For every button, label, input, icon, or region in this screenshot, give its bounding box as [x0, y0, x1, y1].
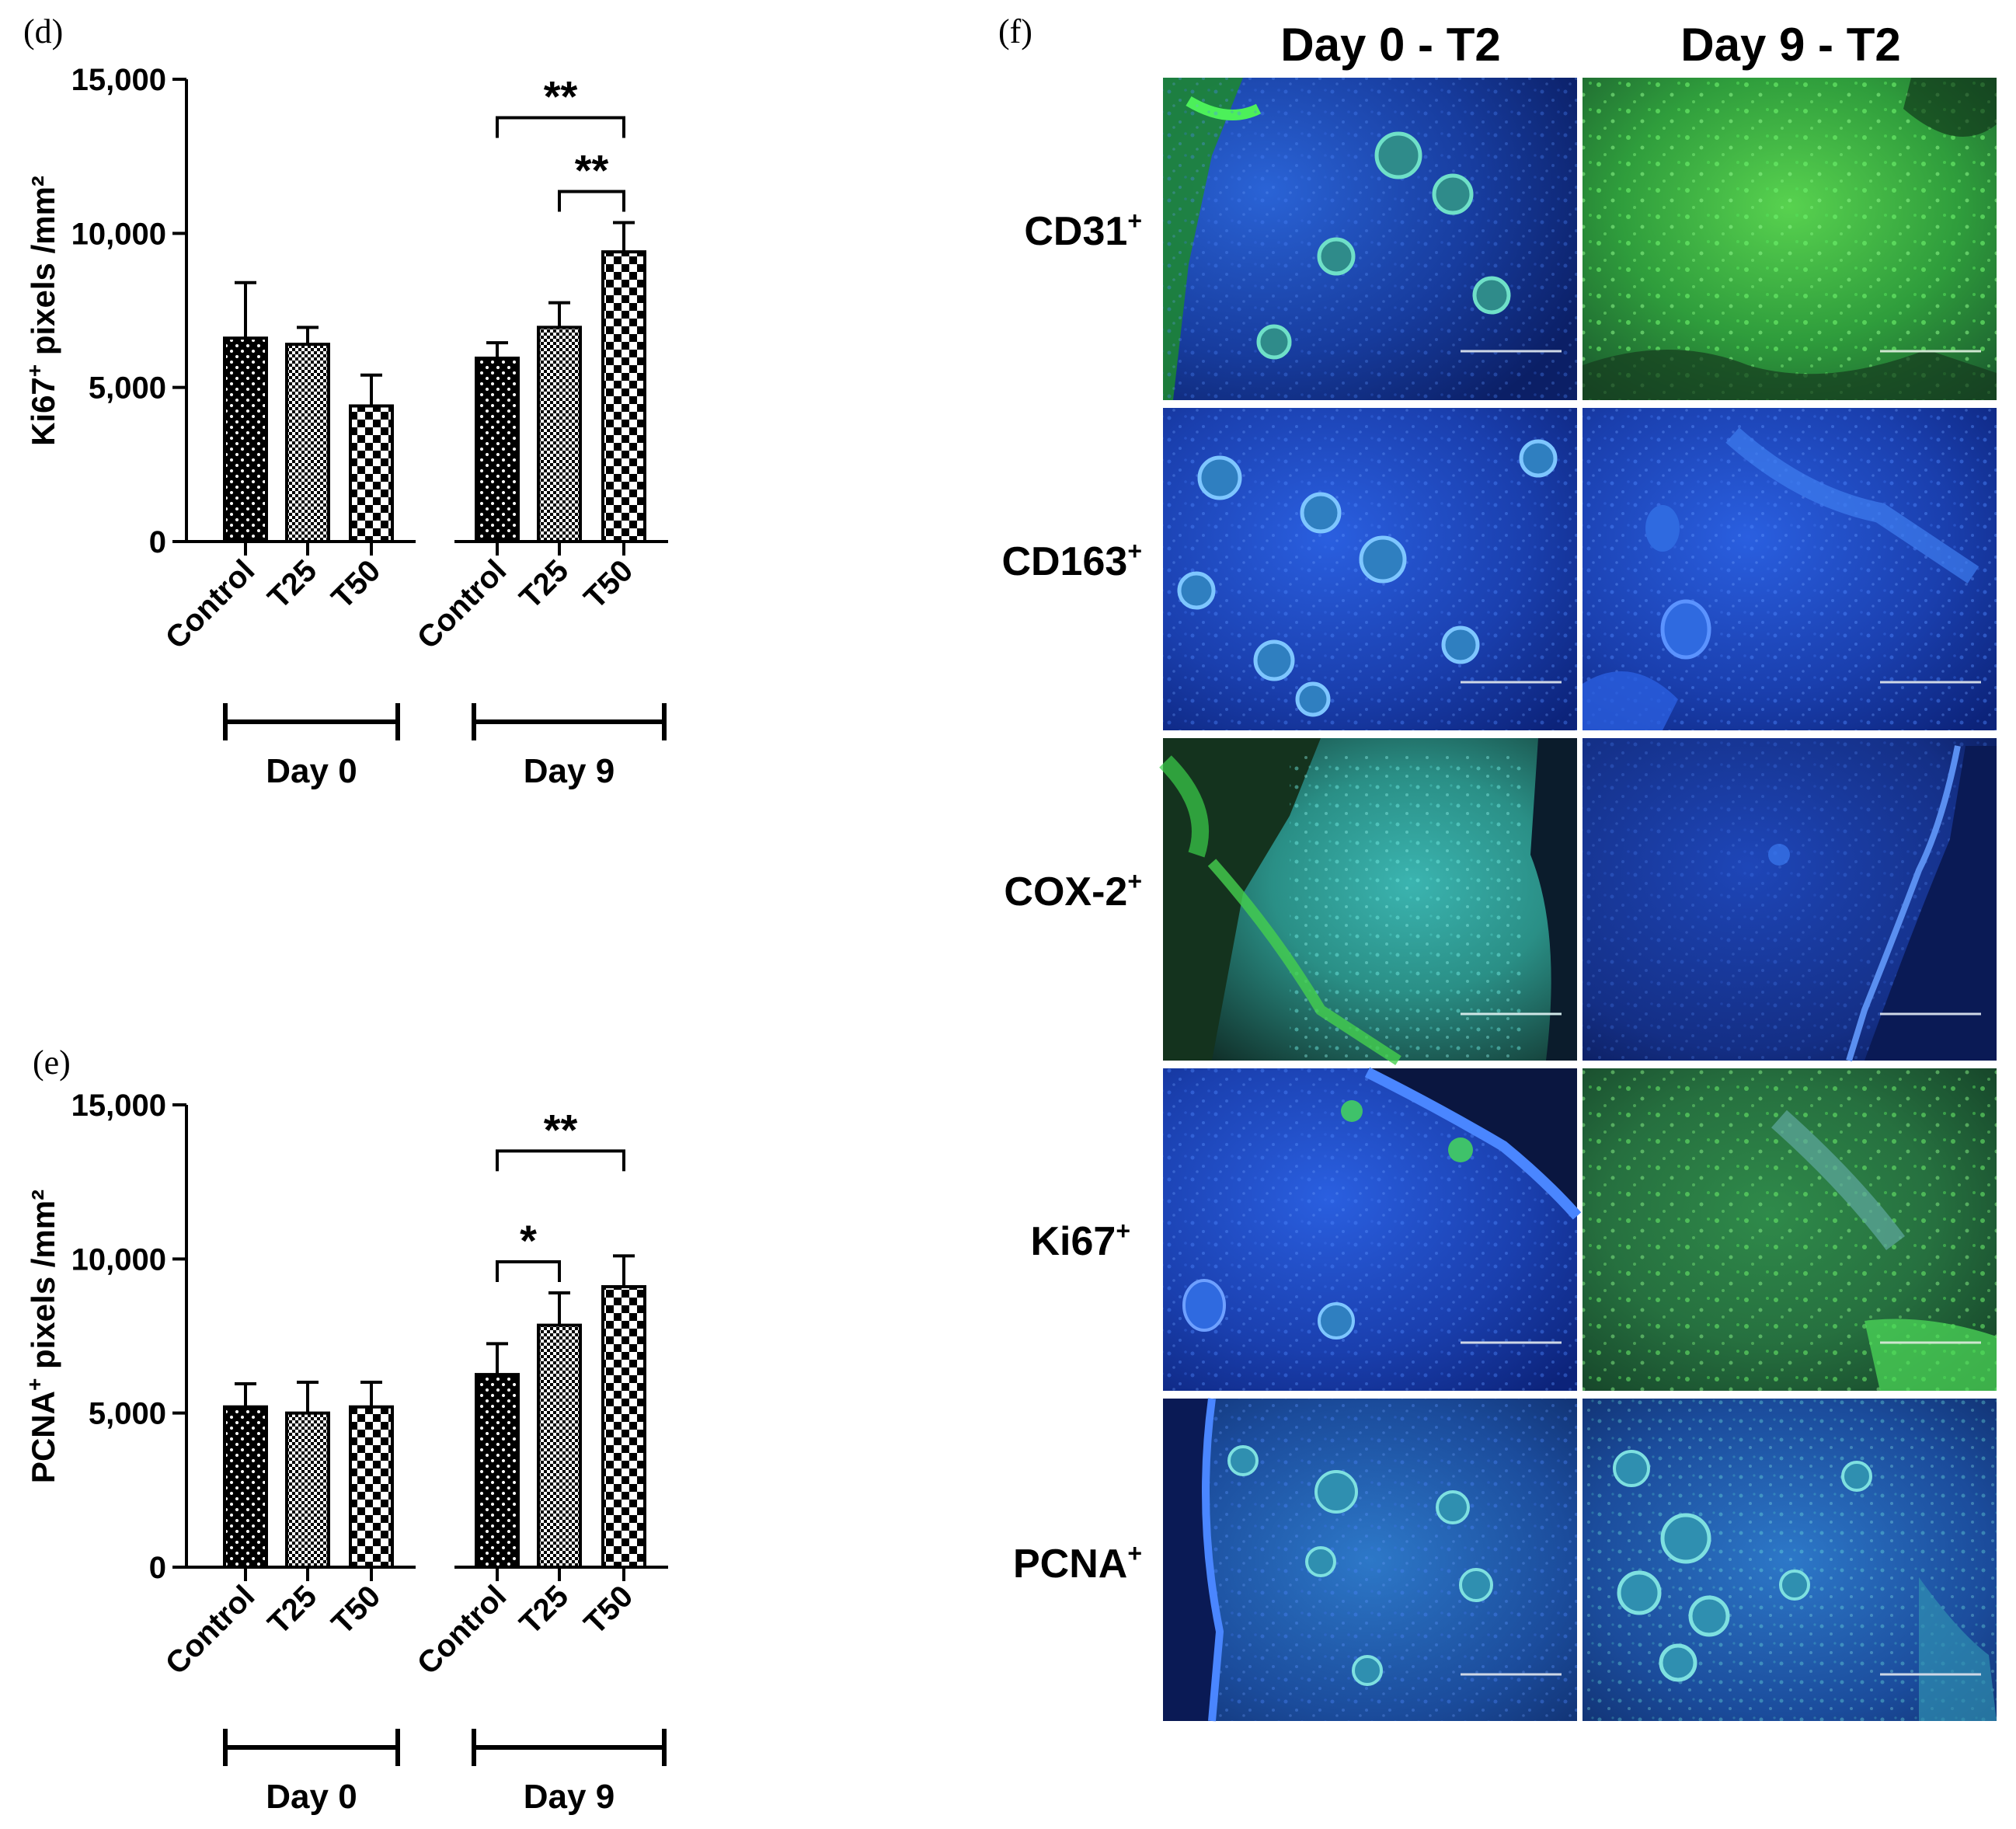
significance-label: ** — [544, 1105, 578, 1154]
micrograph-cd163-day9 — [1583, 408, 1997, 730]
x-category-label: T50 — [326, 1579, 388, 1641]
bar-day0-control — [223, 336, 268, 543]
x-category-label: Control — [159, 1579, 262, 1681]
y-axis-title-e: PCNA+ pixels /mm² — [23, 1190, 61, 1483]
row-label-cd31: CD31+ — [1024, 207, 1142, 254]
panel-label-e: (e) — [33, 1043, 71, 1082]
panel-label-d: (d) — [23, 12, 63, 51]
bar-day9-t50 — [601, 1285, 646, 1569]
y-tick-label: 0 — [149, 525, 166, 559]
x-label-group: Control T25 T50 Control T25 T50 — [159, 1579, 640, 1681]
row-label-cd163: CD163+ — [1001, 537, 1142, 584]
panel-label-f: (f) — [998, 12, 1032, 51]
y-tick-label: 5,000 — [89, 371, 166, 406]
significance-label: * — [520, 1216, 537, 1265]
micrograph-cd163-day0 — [1163, 408, 1577, 730]
micrograph-pcna-day9 — [1583, 1399, 1997, 1721]
significance-bracket — [496, 116, 625, 138]
group-bracket-group: Day 0 Day 9 — [223, 1729, 667, 1816]
y-tick-label: 10,000 — [71, 217, 166, 251]
y-tick-group: 0 5,000 10,000 15,000 — [71, 1089, 625, 1585]
y-axis-title-d: Ki67+ pixels /mm² — [23, 176, 61, 446]
x-category-label: T50 — [326, 553, 388, 615]
micrograph-ki67-day0 — [1163, 1067, 1582, 1391]
x-category-label: Control — [411, 1579, 514, 1681]
x-category-label: T25 — [514, 1579, 576, 1641]
micrograph-pcna-day0 — [1163, 1398, 1577, 1722]
x-category-label: T50 — [578, 1579, 640, 1641]
x-category-label: T25 — [262, 553, 324, 615]
row-label-ki67: Ki67+ — [1030, 1217, 1130, 1264]
x-category-label: Control — [411, 553, 514, 656]
y-tick-label: 10,000 — [71, 1242, 166, 1277]
significance-group: *** — [496, 1105, 625, 1282]
group-label: Day 9 — [524, 752, 615, 790]
x-category-label: Control — [159, 553, 262, 656]
micrograph-cd31-day0 — [1163, 78, 1577, 400]
group-label: Day 0 — [266, 752, 357, 790]
y-tick-label: 15,000 — [71, 63, 166, 97]
significance-label: ** — [544, 71, 578, 120]
bar-day0-t25 — [285, 1411, 330, 1569]
micrograph-cox2-day9 — [1583, 738, 1997, 1062]
group-label: Day 9 — [524, 1778, 615, 1816]
micrograph-cox2-day0 — [1159, 738, 1577, 1065]
group-bracket-group: Day 0 Day 9 — [223, 703, 667, 790]
y-tick-label: 0 — [149, 1551, 166, 1585]
micrograph-grid: Day 0 - T2 Day 9 - T2 CD31+ CD163+ COX-2… — [1001, 19, 1997, 1722]
bar-day0-control — [223, 1405, 268, 1569]
bar-day9-t50 — [601, 250, 646, 543]
bar-day0-t25 — [285, 343, 330, 543]
x-category-label: T25 — [262, 1579, 324, 1641]
x-category-label: T25 — [514, 553, 576, 615]
x-category-label: T50 — [578, 553, 640, 615]
y-tick-label: 15,000 — [71, 1089, 166, 1123]
row-label-pcna: PCNA+ — [1013, 1539, 1142, 1587]
y-tick-label: 5,000 — [89, 1397, 166, 1431]
significance-bracket — [496, 1149, 625, 1172]
bar-day9-control — [475, 356, 520, 543]
significance-bracket — [558, 190, 625, 212]
row-label-cox2: COX-2+ — [1004, 867, 1142, 914]
bar-day9-t25 — [537, 1323, 582, 1569]
bar-day0-t50 — [349, 404, 394, 544]
significance-group: ** ** — [496, 71, 625, 212]
significance-bracket — [496, 1259, 561, 1282]
column-header-day0: Day 0 - T2 — [1280, 19, 1500, 71]
y-tick-group: 0 5,000 10,000 15,000 — [71, 63, 625, 559]
micrograph-ki67-day9 — [1583, 1068, 1997, 1391]
bar-group — [223, 1254, 646, 1569]
bar-group — [223, 221, 646, 544]
bar-day9-control — [475, 1373, 520, 1569]
group-label: Day 0 — [266, 1778, 357, 1816]
x-label-group: Control T25 T50 Control T25 T50 — [159, 553, 640, 656]
bar-day0-t50 — [349, 1405, 394, 1569]
significance-label: ** — [575, 145, 609, 194]
column-header-day9: Day 9 - T2 — [1680, 19, 1900, 71]
micrograph-cd31-day9 — [1583, 78, 1997, 400]
bar-day9-t25 — [537, 326, 582, 543]
